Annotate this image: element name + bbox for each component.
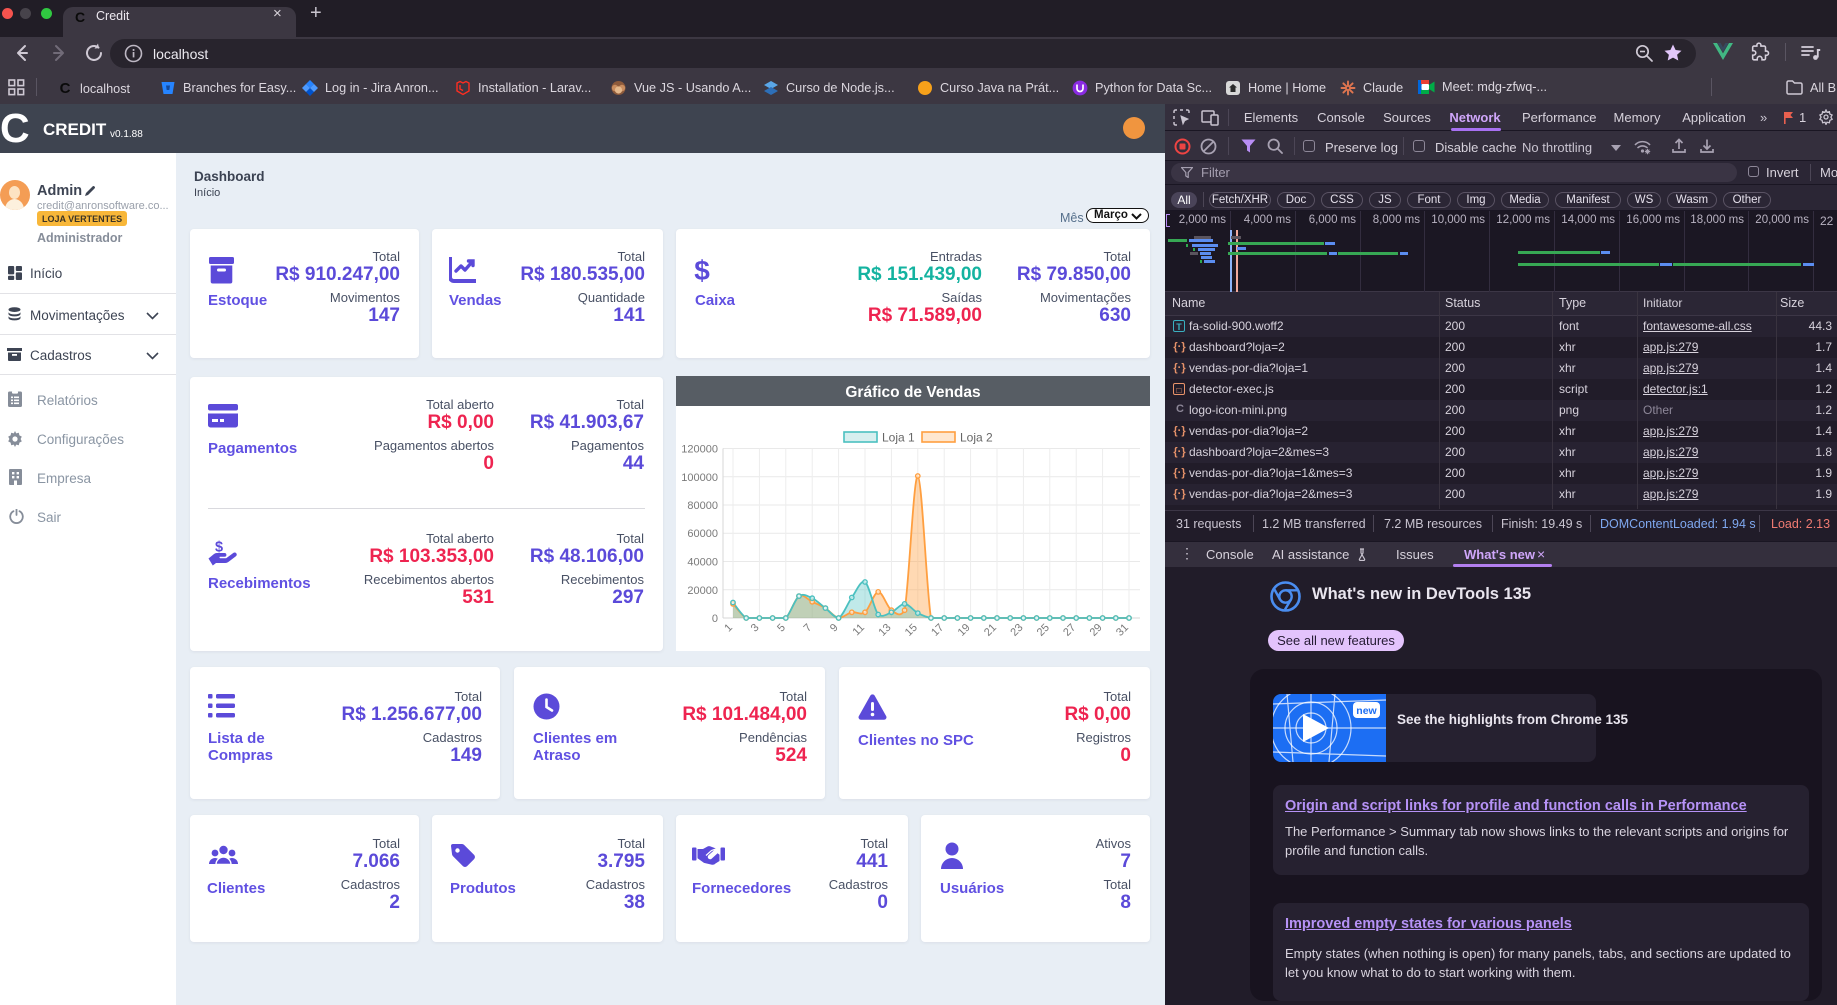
- svg-text:$: $: [215, 540, 223, 556]
- svg-text:Loja 1: Loja 1: [882, 431, 915, 445]
- svg-text:$: $: [694, 256, 710, 285]
- svg-text:20000: 20000: [687, 585, 718, 597]
- svg-text:Gráfico de Vendas: Gráfico de Vendas: [845, 384, 980, 401]
- svg-text:60000: 60000: [687, 528, 718, 540]
- svg-text:40000: 40000: [687, 557, 718, 569]
- svg-text:new: new: [1356, 705, 1377, 717]
- svg-text:Loja 2: Loja 2: [960, 431, 993, 445]
- svg-text:80000: 80000: [687, 500, 718, 512]
- svg-text:120000: 120000: [681, 444, 718, 456]
- svg-text:0: 0: [712, 613, 718, 625]
- svg-text:100000: 100000: [681, 472, 718, 484]
